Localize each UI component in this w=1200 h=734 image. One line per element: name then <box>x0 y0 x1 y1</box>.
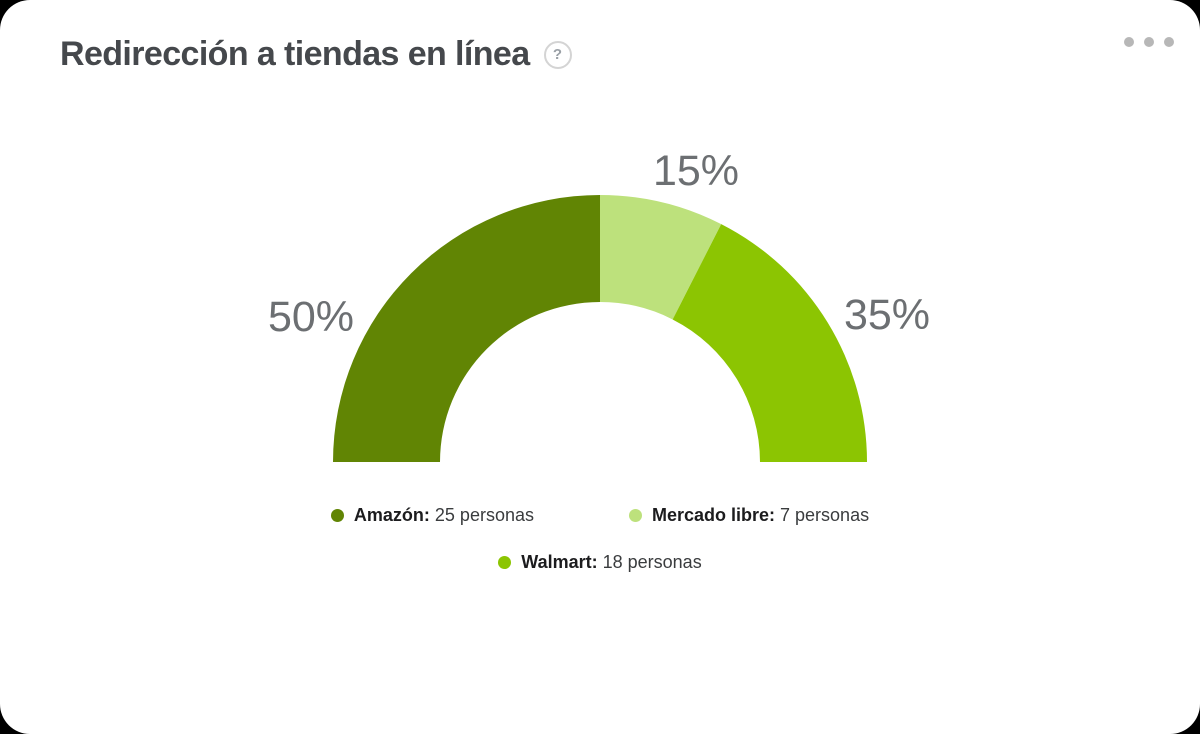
legend-text: Amazón: 25 personas <box>353 505 534 525</box>
donut-slice-2[interactable] <box>672 224 867 462</box>
menu-ellipsis-icon[interactable] <box>1124 37 1174 47</box>
legend-item-2[interactable]: Walmart: 18 personas <box>498 552 702 573</box>
donut-slice-0[interactable] <box>333 195 600 462</box>
legend-text: Walmart: 18 personas <box>521 552 702 572</box>
chart-legend: Amazón: 25 personas Mercado libre: 7 pers… <box>270 505 930 573</box>
legend-label: Amazón: <box>353 505 430 525</box>
page-title: Redirección a tiendas en línea <box>60 35 530 73</box>
legend-label: Mercado libre: <box>651 505 776 525</box>
legend-item-1[interactable]: Mercado libre: 7 personas <box>628 505 870 526</box>
legend-dot <box>498 556 512 569</box>
ellipsis-dot <box>1144 37 1154 47</box>
legend-label: Walmart: <box>521 552 598 572</box>
legend-dot <box>628 509 642 522</box>
legend-dot <box>330 509 344 522</box>
help-icon[interactable]: ? <box>543 40 572 69</box>
legend-text: Mercado libre: 7 personas <box>651 505 870 525</box>
ellipsis-dot <box>1124 37 1134 47</box>
slice-pct-label-0: 50% <box>268 293 354 341</box>
slice-pct-label-1: 15% <box>653 147 739 195</box>
legend-item-0[interactable]: Amazón: 25 personas <box>330 505 534 526</box>
ellipsis-dot <box>1164 37 1174 47</box>
donut-slice-1[interactable] <box>600 195 722 320</box>
card-header: Redirección a tiendas en línea ? <box>60 35 572 73</box>
slice-pct-label-2: 35% <box>844 291 930 339</box>
